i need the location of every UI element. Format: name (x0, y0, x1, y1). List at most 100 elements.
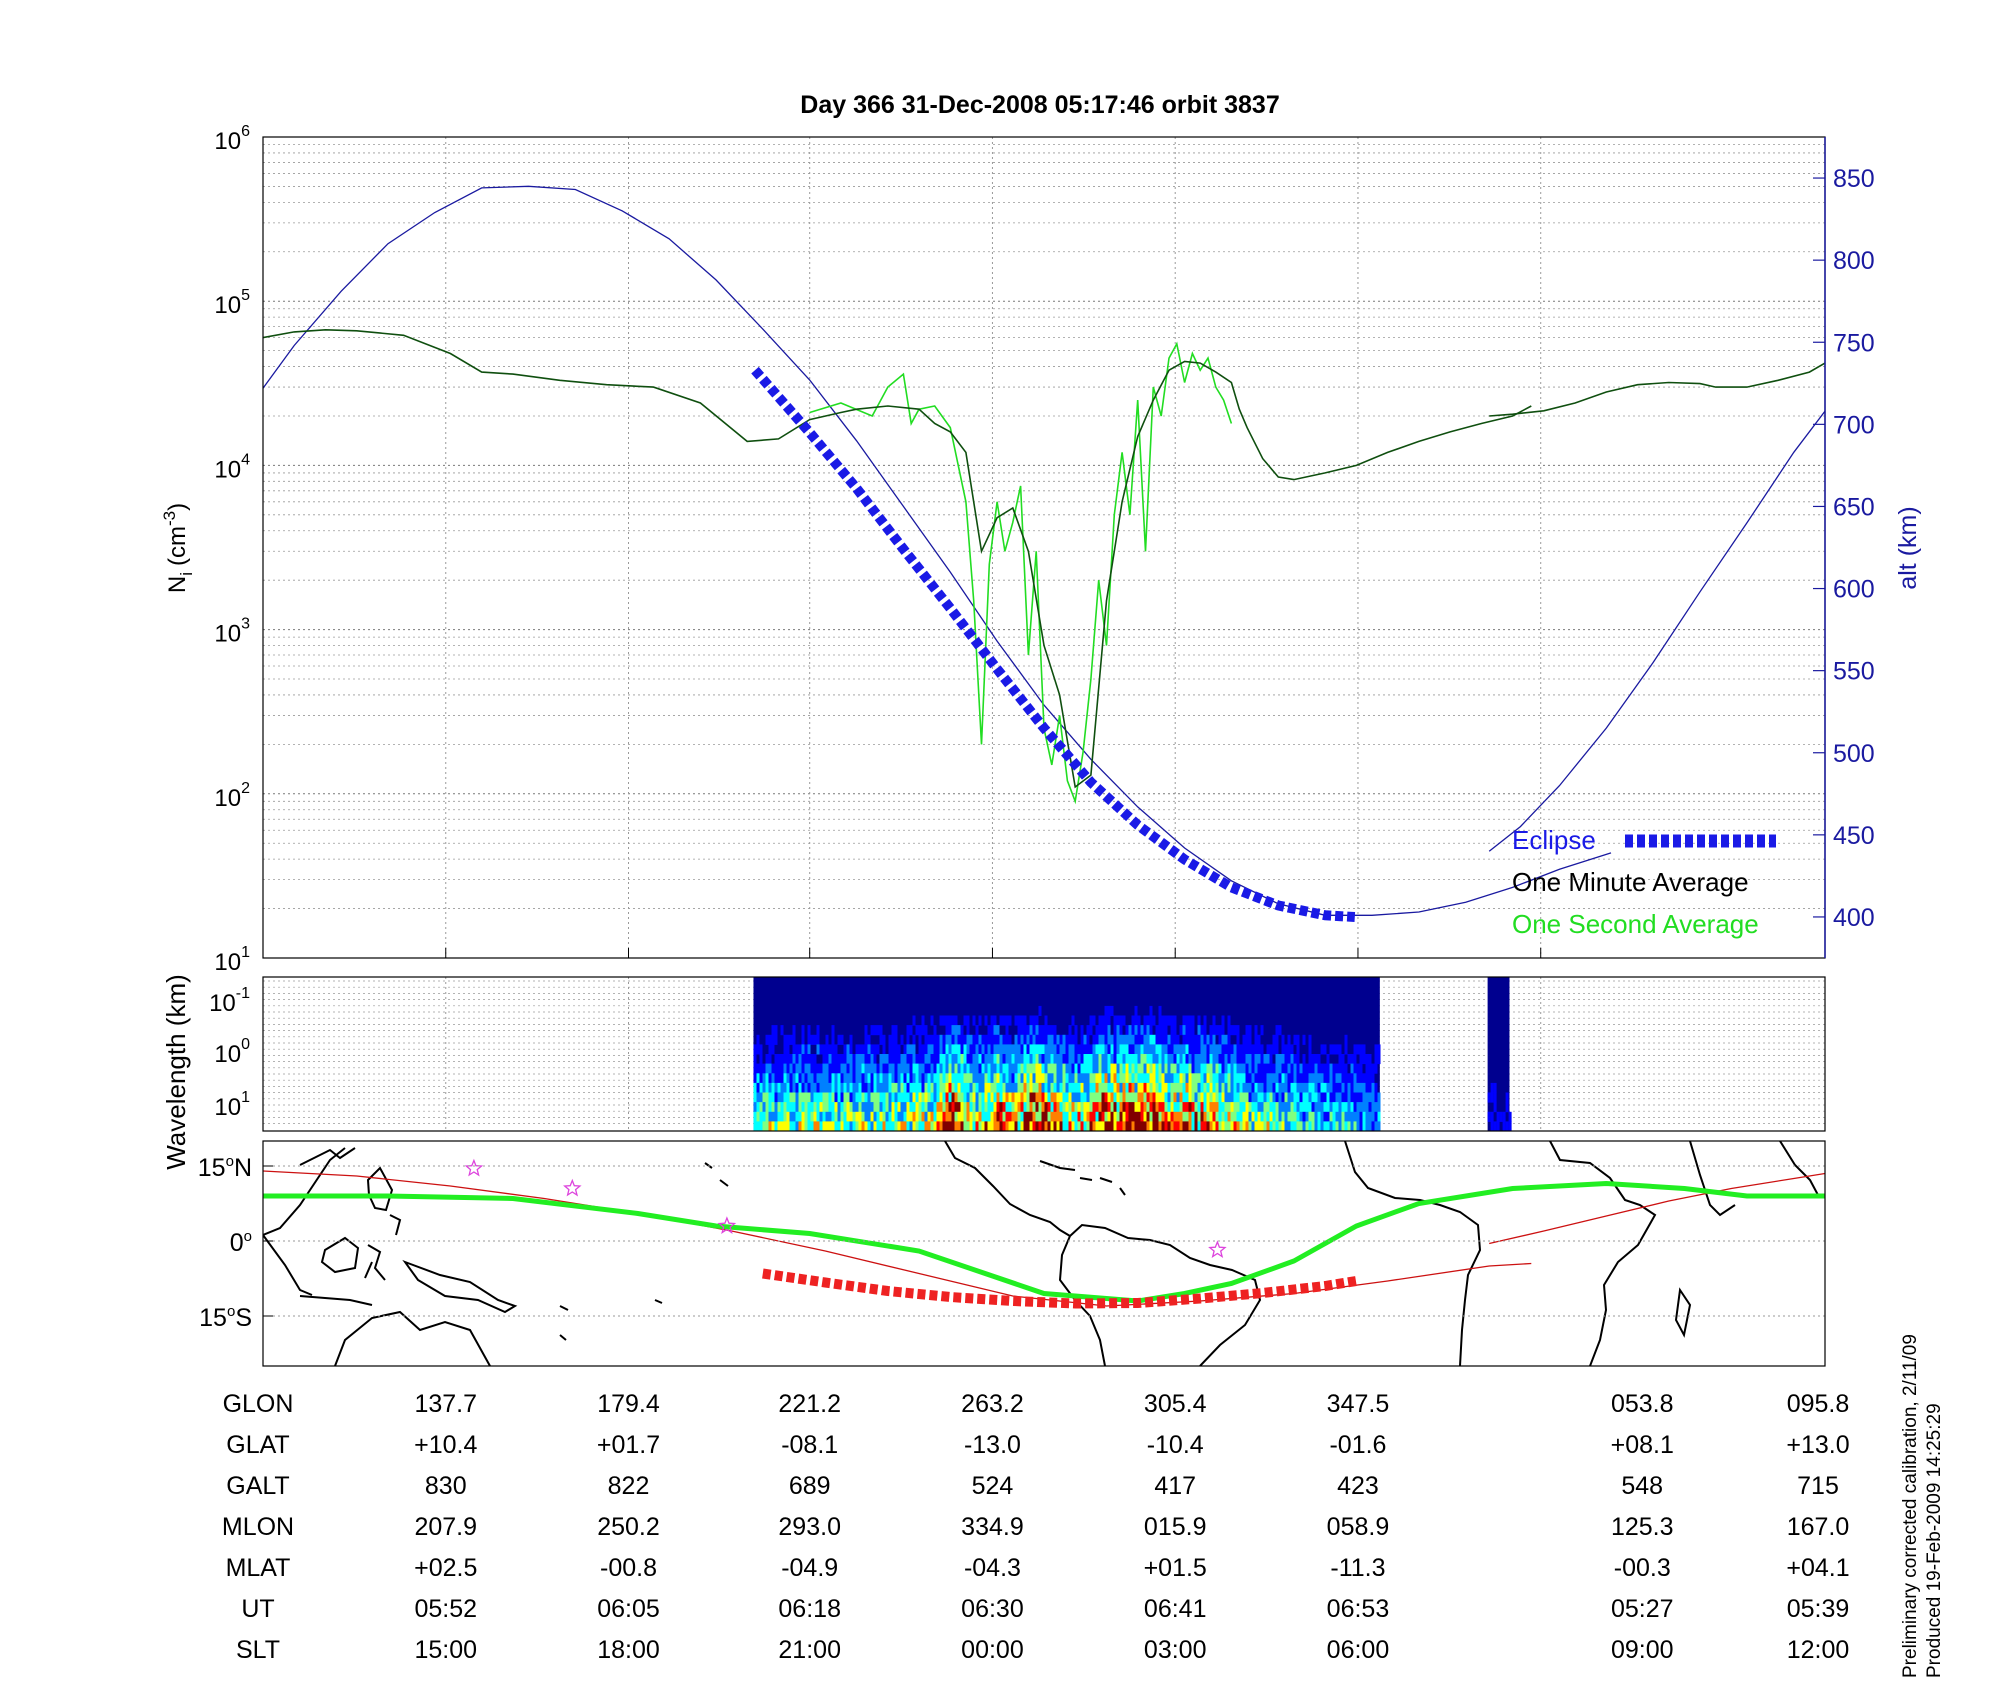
spectrogram-cell (762, 1082, 766, 1093)
spectrogram-cell (1266, 1111, 1270, 1122)
table-cell: -10.4 (1147, 1431, 1204, 1459)
spectrogram-cell (1320, 1121, 1324, 1131)
spectrogram-cell (894, 1063, 898, 1074)
spectrogram-cell (1119, 1034, 1123, 1045)
spectrogram-cell (1173, 1082, 1177, 1093)
spectrogram-cell (1215, 1121, 1219, 1131)
spectrogram-cell (1134, 1044, 1138, 1055)
spectrogram-cell (1260, 1121, 1264, 1131)
spectrogram-cell (1056, 1073, 1060, 1084)
spectrogram-cell (852, 1063, 856, 1074)
spectrogram-cell (1146, 1034, 1150, 1045)
spectrogram-cell (768, 1063, 772, 1074)
spectrogram-cell (1047, 1063, 1051, 1074)
spectrogram-cell (1179, 1025, 1183, 1036)
spectrogram-cell (1128, 1121, 1132, 1131)
spectrogram-cell (1218, 1102, 1222, 1113)
spectrogram-cell (951, 1044, 955, 1055)
spectrogram-cell (1155, 1063, 1159, 1074)
spectrogram-cell (1505, 1121, 1509, 1131)
spectrogram-cell (1356, 1063, 1360, 1074)
spectrogram-cell (846, 1063, 850, 1074)
spectrogram-cell (1320, 1092, 1324, 1103)
spectrogram-cell (1338, 1054, 1342, 1065)
spectrogram-cell (999, 1121, 1003, 1131)
spectrogram-cell (963, 1111, 967, 1122)
spectrogram-cell (891, 1044, 895, 1055)
spectrogram-cell (1311, 1102, 1315, 1113)
spectrogram-cell (807, 1092, 811, 1103)
spectrogram-cell (1002, 1063, 1006, 1074)
spectrogram-cell (957, 1054, 961, 1065)
spectrogram-cell (1107, 1111, 1111, 1122)
spectrogram-cell (792, 1121, 796, 1131)
spectrogram-cell (1155, 1044, 1159, 1055)
spectrogram-cell (786, 1121, 790, 1131)
spectrogram-cell (753, 1102, 757, 1113)
spectrogram-cell (1128, 1073, 1132, 1084)
spectrogram-cell (1098, 1082, 1102, 1093)
spectrogram-cell (954, 1073, 958, 1084)
spectrogram-cell (840, 1102, 844, 1113)
spectrogram-cell (996, 1092, 1000, 1103)
spectrogram-cell (1248, 1044, 1252, 1055)
spectrogram-cell (897, 1121, 901, 1131)
spectrogram-cell (1059, 1102, 1063, 1113)
table-cell: 18:00 (597, 1636, 660, 1664)
spectrogram-cell (786, 1034, 790, 1045)
spectrogram-cell (1251, 1063, 1255, 1074)
spectrogram-cell (1113, 1102, 1117, 1113)
spectrogram-cell (1062, 1092, 1066, 1103)
spectrogram-cell (1017, 1015, 1021, 1026)
spectrogram-cell (1134, 1005, 1138, 1016)
spectrogram-cell (1257, 1082, 1261, 1093)
spectrogram-cell (1239, 1054, 1243, 1065)
spectrogram-cell (1287, 1054, 1291, 1065)
spectrogram-cell (1023, 1063, 1027, 1074)
spectrogram-cell (945, 1073, 949, 1084)
spectrogram-cell (1233, 1054, 1237, 1065)
spectrogram-cell (1353, 1082, 1357, 1093)
spectrogram-cell (1107, 1015, 1111, 1026)
spectrogram-cell (876, 1121, 880, 1131)
coast-sumatra-java (263, 1234, 373, 1306)
spectrogram-cell (987, 1082, 991, 1093)
spectrogram-cell (1230, 1111, 1234, 1122)
spectrogram-cell (1263, 1082, 1267, 1093)
spectrogram-cell (756, 1063, 760, 1074)
spectrogram-cell (945, 1015, 949, 1026)
spectrogram-cell (1212, 1121, 1216, 1131)
spectrogram-cell (909, 1054, 913, 1065)
spectrogram-cell (906, 1121, 910, 1131)
spectrogram-cell (924, 1044, 928, 1055)
spectrogram-cell (1137, 1054, 1141, 1065)
spectrogram-cell (1218, 1054, 1222, 1065)
spectrogram-cell (1101, 1044, 1105, 1055)
spectrogram-cell (795, 1111, 799, 1122)
spectrogram-cell (1281, 1073, 1285, 1084)
spectrogram-cell (1245, 1092, 1249, 1103)
spectrogram-cell (1176, 1102, 1180, 1113)
spectrogram-cell (1173, 1034, 1177, 1045)
spectrogram-cell (873, 1092, 877, 1103)
table-row-label: UT (241, 1595, 274, 1623)
spectrogram-cell (1179, 1044, 1183, 1055)
spectrogram-cell (795, 1121, 799, 1131)
eclipse-series (751, 366, 1356, 922)
spectrogram-cell (1005, 1102, 1009, 1113)
spectrogram-cell (942, 1073, 946, 1084)
spectrogram-cell (1020, 1102, 1024, 1113)
spectrogram-cell (804, 1073, 808, 1084)
spectrogram-cell (1293, 1121, 1297, 1131)
spectrogram-cell (1110, 1054, 1114, 1065)
spectrogram-cell (1251, 1111, 1255, 1122)
spectrogram-cell (948, 1082, 952, 1093)
spectrogram-cell (1281, 1063, 1285, 1074)
spectrogram-cell (936, 1082, 940, 1093)
spectrogram-cell (1077, 1054, 1081, 1065)
spectrogram-cell (1068, 1121, 1072, 1131)
spectrogram-cell (798, 1082, 802, 1093)
spectrogram-cell (1131, 1025, 1135, 1036)
spectrogram-cell (1221, 1034, 1225, 1045)
spectrogram-cell (1107, 1073, 1111, 1084)
